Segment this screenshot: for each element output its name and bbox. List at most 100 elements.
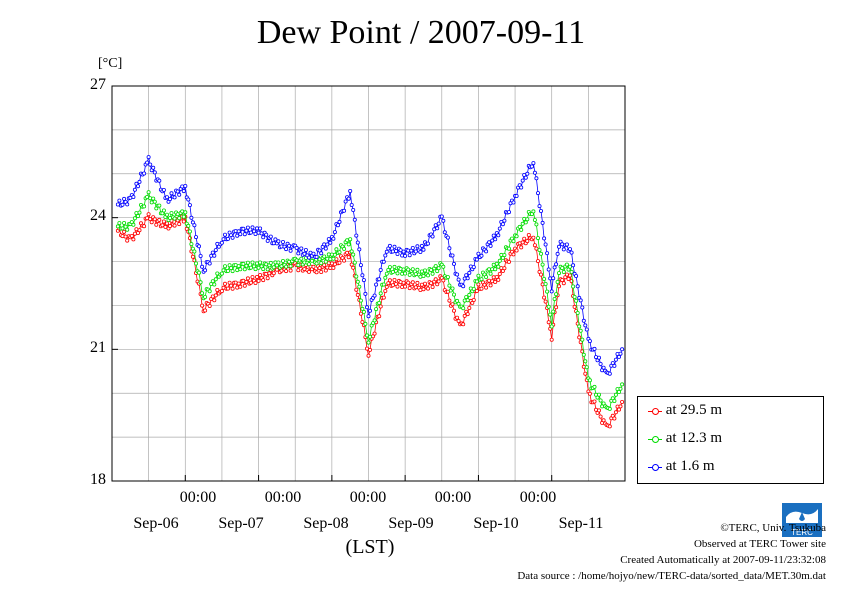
data-point xyxy=(519,245,524,250)
data-point xyxy=(456,277,461,282)
data-point xyxy=(225,268,230,273)
data-point xyxy=(122,220,127,225)
data-point xyxy=(488,243,493,248)
data-point xyxy=(523,175,528,180)
data-point xyxy=(167,197,172,202)
data-point xyxy=(378,304,383,309)
data-point xyxy=(157,203,162,208)
data-point xyxy=(120,202,125,207)
x-time-label: 00:00 xyxy=(434,489,472,506)
data-point xyxy=(222,264,227,269)
data-point xyxy=(346,242,351,247)
data-point xyxy=(467,305,472,310)
data-point xyxy=(587,339,592,344)
data-point xyxy=(227,280,232,285)
data-point xyxy=(597,392,602,397)
data-point xyxy=(392,244,397,249)
data-point xyxy=(357,247,362,252)
data-point xyxy=(261,235,266,240)
data-point xyxy=(617,407,622,412)
data-point xyxy=(506,259,511,264)
data-point xyxy=(238,232,243,237)
data-point xyxy=(422,281,427,286)
data-point xyxy=(617,389,622,394)
x-date-label: Sep-09 xyxy=(388,515,434,532)
data-point xyxy=(500,222,505,227)
data-point xyxy=(193,235,198,240)
data-point xyxy=(169,211,174,216)
data-point xyxy=(422,268,427,273)
data-point xyxy=(552,296,557,301)
data-point xyxy=(148,217,153,222)
data-point xyxy=(383,253,388,258)
data-point xyxy=(259,264,264,269)
data-point xyxy=(265,238,270,243)
data-point xyxy=(491,233,496,238)
data-point xyxy=(395,271,400,276)
data-point xyxy=(441,264,446,269)
data-point xyxy=(161,219,166,224)
data-point xyxy=(493,279,498,284)
legend-marker-blue xyxy=(648,462,662,472)
data-point xyxy=(256,278,261,283)
data-point xyxy=(618,351,623,356)
data-point xyxy=(322,263,327,268)
data-point xyxy=(288,268,293,273)
data-point xyxy=(392,264,397,269)
data-point xyxy=(484,249,489,254)
data-point xyxy=(484,274,489,279)
data-point xyxy=(539,208,544,213)
data-point xyxy=(487,278,492,283)
data-point xyxy=(332,252,337,257)
data-point xyxy=(613,392,618,397)
data-point xyxy=(474,279,479,284)
data-point xyxy=(137,179,142,184)
data-point xyxy=(467,270,472,275)
data-point xyxy=(418,274,423,279)
data-point xyxy=(555,251,560,256)
data-point xyxy=(314,270,319,275)
data-point xyxy=(125,227,130,232)
data-point xyxy=(355,279,360,284)
data-point xyxy=(534,246,539,251)
data-point xyxy=(245,225,250,230)
data-point xyxy=(471,286,476,291)
data-point xyxy=(346,196,351,201)
data-point xyxy=(575,310,580,315)
data-point xyxy=(419,243,424,248)
data-point xyxy=(151,196,156,201)
data-point xyxy=(163,224,168,229)
data-point xyxy=(441,218,446,223)
data-point xyxy=(135,184,140,189)
data-point xyxy=(149,220,154,225)
data-point xyxy=(172,195,177,200)
data-point xyxy=(511,252,516,257)
data-point xyxy=(542,236,547,241)
data-point xyxy=(219,271,224,276)
data-point xyxy=(514,234,519,239)
data-point xyxy=(317,257,322,262)
data-point xyxy=(314,261,319,266)
data-point xyxy=(557,271,562,276)
data-point xyxy=(367,334,372,339)
data-point xyxy=(203,308,208,313)
data-point xyxy=(180,184,185,189)
data-point xyxy=(476,273,481,278)
data-point xyxy=(456,301,461,306)
data-point xyxy=(334,247,339,252)
data-point xyxy=(564,262,569,267)
data-point xyxy=(367,308,372,313)
data-point xyxy=(474,288,479,293)
data-point xyxy=(607,424,612,429)
data-point xyxy=(319,251,324,256)
data-point xyxy=(323,246,328,251)
data-point xyxy=(584,327,589,332)
data-point xyxy=(617,354,622,359)
data-point xyxy=(421,287,426,292)
data-point xyxy=(451,261,456,266)
data-point xyxy=(311,264,316,269)
data-point xyxy=(451,292,456,297)
data-point xyxy=(410,267,415,272)
data-point xyxy=(248,280,253,285)
data-point xyxy=(461,306,466,311)
